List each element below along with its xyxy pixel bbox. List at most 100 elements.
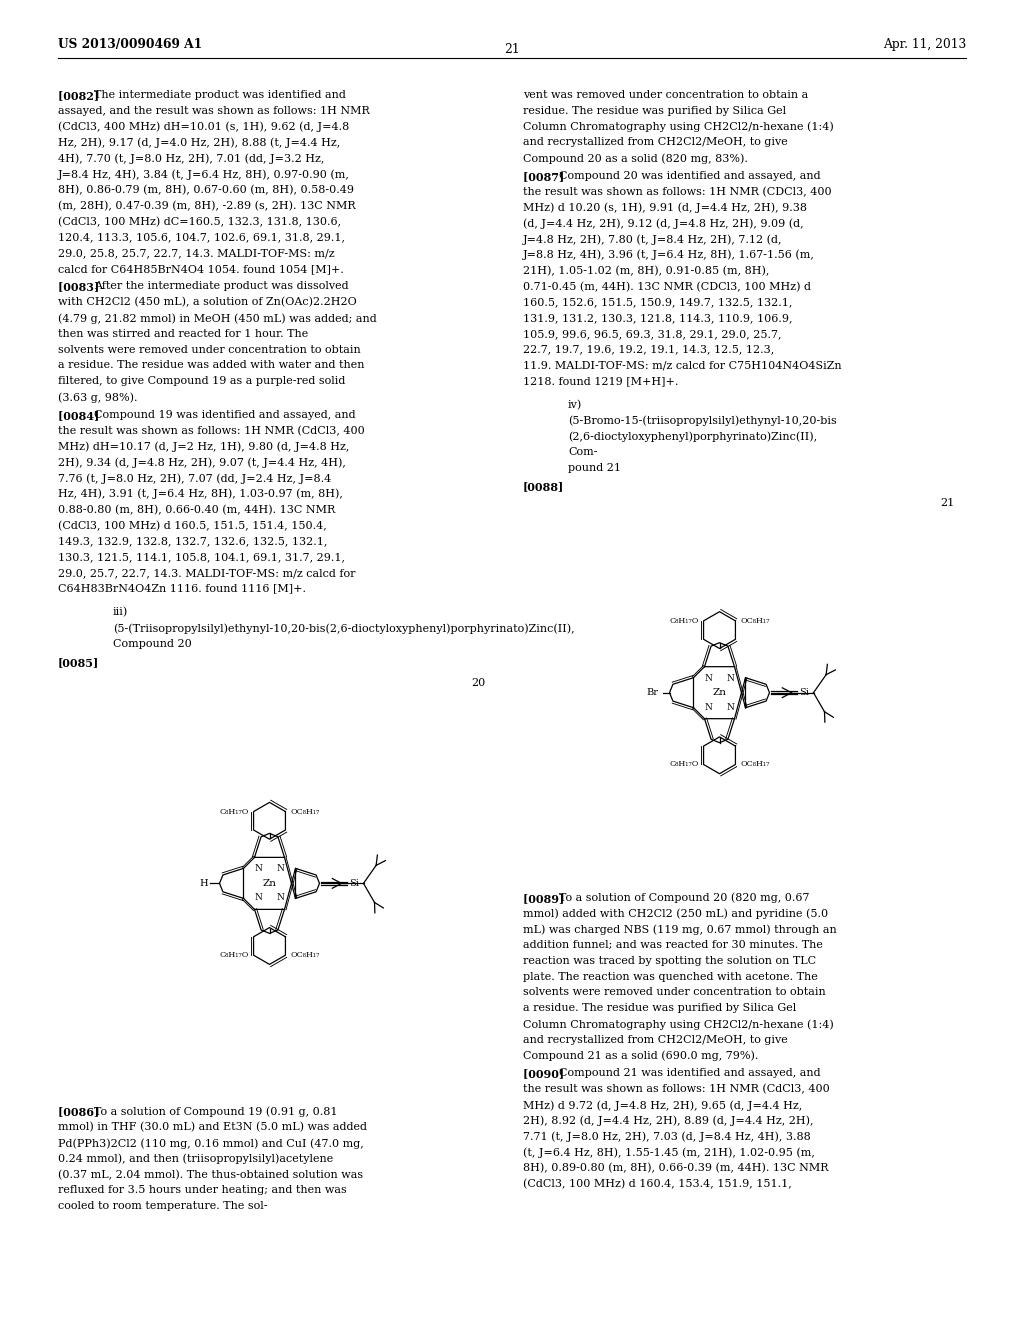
Text: calcd for C64H85BrN4O4 1054. found 1054 [M]+.: calcd for C64H85BrN4O4 1054. found 1054 …	[58, 264, 344, 273]
Text: The intermediate product was identified and: The intermediate product was identified …	[94, 90, 345, 100]
Text: Column Chromatography using CH2Cl2/n-hexane (1:4): Column Chromatography using CH2Cl2/n-hex…	[523, 121, 834, 132]
Text: To a solution of Compound 19 (0.91 g, 0.81: To a solution of Compound 19 (0.91 g, 0.…	[94, 1106, 337, 1117]
Text: (3.63 g, 98%).: (3.63 g, 98%).	[58, 392, 137, 403]
Text: OC₈H₁₇: OC₈H₁₇	[291, 950, 319, 958]
Text: N: N	[727, 673, 734, 682]
Text: C64H83BrN4O4Zn 1116. found 1116 [M]+.: C64H83BrN4O4Zn 1116. found 1116 [M]+.	[58, 583, 306, 594]
Text: 4H), 7.70 (t, J=8.0 Hz, 2H), 7.01 (dd, J=3.2 Hz,: 4H), 7.70 (t, J=8.0 Hz, 2H), 7.01 (dd, J…	[58, 153, 325, 164]
Text: 149.3, 132.9, 132.8, 132.7, 132.6, 132.5, 132.1,: 149.3, 132.9, 132.8, 132.7, 132.6, 132.5…	[58, 536, 328, 546]
Text: a residue. The residue was purified by Silica Gel: a residue. The residue was purified by S…	[523, 1003, 797, 1014]
Text: [0088]: [0088]	[523, 482, 564, 492]
Text: (t, J=6.4 Hz, 8H), 1.55-1.45 (m, 21H), 1.02-0.95 (m,: (t, J=6.4 Hz, 8H), 1.55-1.45 (m, 21H), 1…	[523, 1147, 815, 1158]
Text: N: N	[276, 894, 285, 903]
Text: Compound 19 was identified and assayed, and: Compound 19 was identified and assayed, …	[94, 409, 355, 420]
Text: C₈H₁₇O: C₈H₁₇O	[219, 808, 249, 816]
Text: (2,6-dioctyloxyphenyl)porphyrinato)Zinc(II),: (2,6-dioctyloxyphenyl)porphyrinato)Zinc(…	[568, 432, 817, 442]
Text: residue. The residue was purified by Silica Gel: residue. The residue was purified by Sil…	[523, 106, 786, 116]
Text: N: N	[705, 673, 713, 682]
Text: C₈H₁₇O: C₈H₁₇O	[670, 760, 698, 768]
Text: [0083]: [0083]	[58, 281, 103, 293]
Text: Compound 21 was identified and assayed, and: Compound 21 was identified and assayed, …	[559, 1068, 820, 1078]
Text: solvents were removed under concentration to obtain: solvents were removed under concentratio…	[58, 345, 360, 355]
Text: refluxed for 3.5 hours under heating; and then was: refluxed for 3.5 hours under heating; an…	[58, 1185, 347, 1196]
Text: J=8.8 Hz, 4H), 3.96 (t, J=6.4 Hz, 8H), 1.67-1.56 (m,: J=8.8 Hz, 4H), 3.96 (t, J=6.4 Hz, 8H), 1…	[523, 249, 815, 260]
Text: Si: Si	[349, 879, 359, 888]
Text: [0087]: [0087]	[523, 170, 568, 182]
Text: Apr. 11, 2013: Apr. 11, 2013	[883, 38, 966, 51]
Text: N: N	[727, 702, 734, 711]
Text: Compound 21 as a solid (690.0 mg, 79%).: Compound 21 as a solid (690.0 mg, 79%).	[523, 1051, 759, 1061]
Text: (d, J=4.4 Hz, 2H), 9.12 (d, J=4.8 Hz, 2H), 9.09 (d,: (d, J=4.4 Hz, 2H), 9.12 (d, J=4.8 Hz, 2H…	[523, 218, 804, 228]
Text: Si: Si	[800, 688, 809, 697]
Text: 7.76 (t, J=8.0 Hz, 2H), 7.07 (dd, J=2.4 Hz, J=8.4: 7.76 (t, J=8.0 Hz, 2H), 7.07 (dd, J=2.4 …	[58, 473, 331, 483]
Text: filtered, to give Compound 19 as a purple-red solid: filtered, to give Compound 19 as a purpl…	[58, 376, 345, 387]
Text: 29.0, 25.8, 25.7, 22.7, 14.3. MALDI-TOF-MS: m/z: 29.0, 25.8, 25.7, 22.7, 14.3. MALDI-TOF-…	[58, 248, 335, 257]
Text: Hz, 4H), 3.91 (t, J=6.4 Hz, 8H), 1.03-0.97 (m, 8H),: Hz, 4H), 3.91 (t, J=6.4 Hz, 8H), 1.03-0.…	[58, 488, 343, 499]
Text: N: N	[255, 894, 262, 903]
Text: 8H), 0.86-0.79 (m, 8H), 0.67-0.60 (m, 8H), 0.58-0.49: 8H), 0.86-0.79 (m, 8H), 0.67-0.60 (m, 8H…	[58, 185, 354, 195]
Text: [0090]: [0090]	[523, 1068, 568, 1080]
Text: Br: Br	[646, 688, 658, 697]
Text: (CdCl3, 100 MHz) d 160.4, 153.4, 151.9, 151.1,: (CdCl3, 100 MHz) d 160.4, 153.4, 151.9, …	[523, 1179, 792, 1189]
Text: C₈H₁₇O: C₈H₁₇O	[670, 618, 698, 626]
Text: J=8.4 Hz, 4H), 3.84 (t, J=6.4 Hz, 8H), 0.97-0.90 (m,: J=8.4 Hz, 4H), 3.84 (t, J=6.4 Hz, 8H), 0…	[58, 169, 350, 180]
Text: mL) was charged NBS (119 mg, 0.67 mmol) through an: mL) was charged NBS (119 mg, 0.67 mmol) …	[523, 924, 837, 935]
Text: the result was shown as follows: 1H NMR (CdCl3, 400: the result was shown as follows: 1H NMR …	[523, 1084, 829, 1094]
Text: 105.9, 99.6, 96.5, 69.3, 31.8, 29.1, 29.0, 25.7,: 105.9, 99.6, 96.5, 69.3, 31.8, 29.1, 29.…	[523, 329, 781, 339]
Text: plate. The reaction was quenched with acetone. The: plate. The reaction was quenched with ac…	[523, 972, 818, 982]
Text: addition funnel; and was reacted for 30 minutes. The: addition funnel; and was reacted for 30 …	[523, 940, 823, 950]
Text: 21: 21	[940, 498, 954, 508]
Text: vent was removed under concentration to obtain a: vent was removed under concentration to …	[523, 90, 808, 100]
Text: 8H), 0.89-0.80 (m, 8H), 0.66-0.39 (m, 44H). 13C NMR: 8H), 0.89-0.80 (m, 8H), 0.66-0.39 (m, 44…	[523, 1163, 828, 1173]
Text: (4.79 g, 21.82 mmol) in MeOH (450 mL) was added; and: (4.79 g, 21.82 mmol) in MeOH (450 mL) wa…	[58, 313, 377, 323]
Text: solvents were removed under concentration to obtain: solvents were removed under concentratio…	[523, 987, 825, 998]
Text: iii): iii)	[113, 607, 128, 618]
Text: [0082]: [0082]	[58, 90, 103, 102]
Text: cooled to room temperature. The sol-: cooled to room temperature. The sol-	[58, 1201, 267, 1212]
Text: Compound 20: Compound 20	[113, 639, 191, 649]
Text: OC₈H₁₇: OC₈H₁₇	[740, 618, 770, 626]
Text: (5-(Triisopropylsilyl)ethynyl-10,20-bis(2,6-dioctyloxyphenyl)porphyrinato)Zinc(I: (5-(Triisopropylsilyl)ethynyl-10,20-bis(…	[113, 623, 574, 634]
Text: MHz) dH=10.17 (d, J=2 Hz, 1H), 9.80 (d, J=4.8 Hz,: MHz) dH=10.17 (d, J=2 Hz, 1H), 9.80 (d, …	[58, 441, 349, 451]
Text: 21: 21	[504, 44, 520, 55]
Text: 120.4, 113.3, 105.6, 104.7, 102.6, 69.1, 31.8, 29.1,: 120.4, 113.3, 105.6, 104.7, 102.6, 69.1,…	[58, 232, 345, 242]
Text: [0084]: [0084]	[58, 409, 103, 421]
Text: MHz) d 10.20 (s, 1H), 9.91 (d, J=4.4 Hz, 2H), 9.38: MHz) d 10.20 (s, 1H), 9.91 (d, J=4.4 Hz,…	[523, 202, 807, 213]
Text: 22.7, 19.7, 19.6, 19.2, 19.1, 14.3, 12.5, 12.3,: 22.7, 19.7, 19.6, 19.2, 19.1, 14.3, 12.5…	[523, 345, 774, 355]
Text: the result was shown as follows: 1H NMR (CdCl3, 400: the result was shown as follows: 1H NMR …	[58, 425, 365, 436]
Text: 21H), 1.05-1.02 (m, 8H), 0.91-0.85 (m, 8H),: 21H), 1.05-1.02 (m, 8H), 0.91-0.85 (m, 8…	[523, 265, 769, 276]
Text: 131.9, 131.2, 130.3, 121.8, 114.3, 110.9, 106.9,: 131.9, 131.2, 130.3, 121.8, 114.3, 110.9…	[523, 313, 793, 323]
Text: N: N	[255, 865, 262, 874]
Text: the result was shown as follows: 1H NMR (CDCl3, 400: the result was shown as follows: 1H NMR …	[523, 186, 831, 197]
Text: [0085]: [0085]	[58, 657, 99, 668]
Text: Zn: Zn	[262, 879, 276, 888]
Text: 1218. found 1219 [M+H]+.: 1218. found 1219 [M+H]+.	[523, 376, 678, 387]
Text: OC₈H₁₇: OC₈H₁₇	[740, 760, 770, 768]
Text: J=4.8 Hz, 2H), 7.80 (t, J=8.4 Hz, 2H), 7.12 (d,: J=4.8 Hz, 2H), 7.80 (t, J=8.4 Hz, 2H), 7…	[523, 234, 782, 244]
Text: [0089]: [0089]	[523, 892, 568, 904]
Text: a residue. The residue was added with water and then: a residue. The residue was added with wa…	[58, 360, 365, 371]
Text: 0.24 mmol), and then (triisopropylsilyl)acetylene: 0.24 mmol), and then (triisopropylsilyl)…	[58, 1154, 333, 1164]
Text: iv): iv)	[568, 400, 583, 411]
Text: [0086]: [0086]	[58, 1106, 103, 1118]
Text: pound 21: pound 21	[568, 463, 621, 473]
Text: 0.88-0.80 (m, 8H), 0.66-0.40 (m, 44H). 13C NMR: 0.88-0.80 (m, 8H), 0.66-0.40 (m, 44H). 1…	[58, 504, 335, 515]
Text: (5-Bromo-15-(triisopropylsilyl)ethynyl-10,20-bis: (5-Bromo-15-(triisopropylsilyl)ethynyl-1…	[568, 416, 837, 426]
Text: N: N	[276, 865, 285, 874]
Text: Compound 20 was identified and assayed, and: Compound 20 was identified and assayed, …	[559, 170, 820, 181]
Text: (CdCl3, 400 MHz) dH=10.01 (s, 1H), 9.62 (d, J=4.8: (CdCl3, 400 MHz) dH=10.01 (s, 1H), 9.62 …	[58, 121, 349, 132]
Text: C₈H₁₇O: C₈H₁₇O	[219, 950, 249, 958]
Text: 7.71 (t, J=8.0 Hz, 2H), 7.03 (d, J=8.4 Hz, 4H), 3.88: 7.71 (t, J=8.0 Hz, 2H), 7.03 (d, J=8.4 H…	[523, 1131, 811, 1142]
Text: 160.5, 152.6, 151.5, 150.9, 149.7, 132.5, 132.1,: 160.5, 152.6, 151.5, 150.9, 149.7, 132.5…	[523, 297, 793, 308]
Text: 0.71-0.45 (m, 44H). 13C NMR (CDCl3, 100 MHz) d: 0.71-0.45 (m, 44H). 13C NMR (CDCl3, 100 …	[523, 281, 811, 292]
Text: After the intermediate product was dissolved: After the intermediate product was disso…	[94, 281, 348, 292]
Text: 29.0, 25.7, 22.7, 14.3. MALDI-TOF-MS: m/z calcd for: 29.0, 25.7, 22.7, 14.3. MALDI-TOF-MS: m/…	[58, 568, 355, 578]
Text: Com-: Com-	[568, 447, 597, 458]
Text: (0.37 mL, 2.04 mmol). The thus-obtained solution was: (0.37 mL, 2.04 mmol). The thus-obtained …	[58, 1170, 364, 1180]
Text: US 2013/0090469 A1: US 2013/0090469 A1	[58, 38, 202, 51]
Text: assayed, and the result was shown as follows: 1H NMR: assayed, and the result was shown as fol…	[58, 106, 370, 116]
Text: Pd(PPh3)2Cl2 (110 mg, 0.16 mmol) and CuI (47.0 mg,: Pd(PPh3)2Cl2 (110 mg, 0.16 mmol) and CuI…	[58, 1138, 364, 1148]
Text: (m, 28H), 0.47-0.39 (m, 8H), -2.89 (s, 2H). 13C NMR: (m, 28H), 0.47-0.39 (m, 8H), -2.89 (s, 2…	[58, 201, 355, 211]
Text: 20: 20	[472, 678, 486, 689]
Text: 2H), 9.34 (d, J=4.8 Hz, 2H), 9.07 (t, J=4.4 Hz, 4H),: 2H), 9.34 (d, J=4.8 Hz, 2H), 9.07 (t, J=…	[58, 457, 346, 467]
